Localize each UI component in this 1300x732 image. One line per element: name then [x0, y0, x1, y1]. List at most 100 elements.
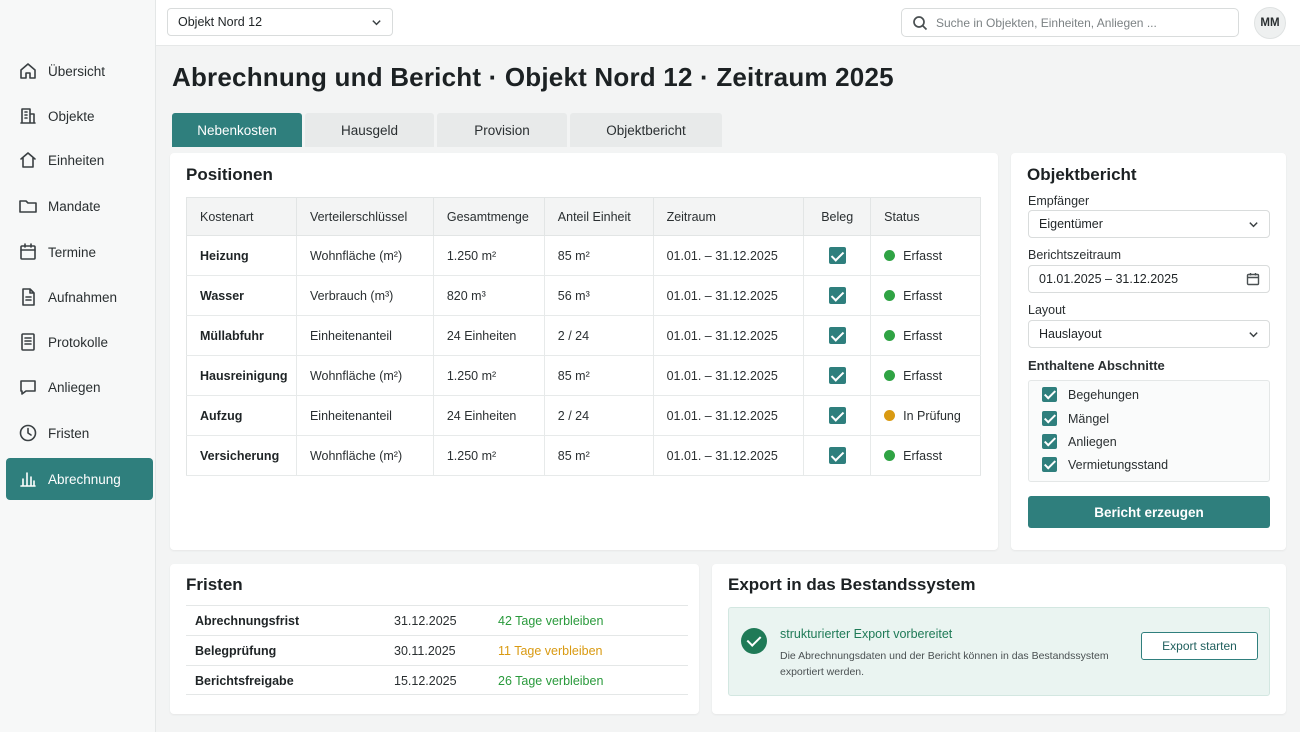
table-row[interactable]: Versicherung Wohnfläche (m²) 1.250 m² 85 m²… — [186, 435, 981, 476]
sidebar-item-label: Übersicht — [48, 63, 106, 79]
checkbox-checked[interactable] — [1042, 411, 1057, 426]
avatar[interactable]: MM — [1254, 7, 1286, 39]
status-dot-icon — [884, 329, 896, 341]
cell-schluessel: Wohnfläche (m²) — [296, 355, 434, 396]
document-icon — [22, 288, 35, 306]
beleg-checkbox[interactable] — [828, 327, 846, 344]
sidebar-item-einheiten[interactable]: Einheiten — [6, 139, 153, 181]
col-header-kostenart[interactable]: Kostenart — [186, 197, 297, 236]
status-dot-icon — [884, 409, 896, 421]
export-status-title: strukturierter Export vorbereitet — [780, 627, 953, 641]
sidebar-item-label: Abrechnung — [48, 471, 121, 487]
table-row[interactable]: Müllabfuhr Einheitenanteil 24 Einheiten 2 /… — [186, 315, 981, 356]
sidebar-item-mandate[interactable]: Mandate — [6, 185, 153, 227]
table-row[interactable]: Heizung Wohnfläche (m²) 1.250 m² 85 m² 01.01… — [186, 235, 981, 276]
beleg-checkbox[interactable] — [828, 247, 846, 264]
cell-anteil: 85 m² — [544, 435, 654, 476]
divider — [186, 694, 688, 695]
calendar-icon[interactable] — [1246, 272, 1260, 286]
sidebar-item-label: Anliegen — [48, 379, 101, 395]
sidebar-item-aufnahmen[interactable]: Aufnahmen — [6, 276, 153, 318]
section-checkbox-maengel[interactable]: Mängel — [1042, 411, 1109, 426]
chat-icon — [20, 380, 36, 395]
cell-anteil: 2 / 24 — [544, 315, 654, 356]
beleg-checkbox[interactable] — [828, 367, 846, 384]
deadline-remaining: 42 Tage verbleiben — [498, 613, 604, 628]
table-header-row: Kostenart Verteilerschlüssel Gesamtmenge… — [186, 197, 981, 236]
bar-chart-icon — [20, 472, 36, 487]
sidebar-item-protokolle[interactable]: Protokolle — [6, 321, 153, 363]
deadline-remaining: 11 Tage verbleiben — [498, 643, 603, 658]
col-header-schluessel[interactable]: Verteilerschlüssel — [296, 197, 434, 236]
deadline-row[interactable]: Abrechnungsfrist 31.12.2025 42 Tage verble… — [186, 605, 688, 635]
sidebar-item-fristen[interactable]: Fristen — [6, 412, 153, 454]
folder-icon — [19, 200, 37, 213]
period-field[interactable]: 01.01.2025 – 31.12.2025 — [1028, 265, 1270, 293]
tab-provision[interactable]: Provision — [437, 113, 567, 147]
beleg-checkbox[interactable] — [828, 407, 846, 424]
checkbox-checked[interactable] — [1042, 457, 1057, 472]
generate-report-button[interactable]: Bericht erzeugen — [1028, 496, 1270, 528]
cell-gesamt: 24 Einheiten — [433, 315, 545, 356]
status-label: In Prüfung — [903, 408, 961, 423]
cell-beleg — [803, 435, 872, 476]
sidebar-item-objekte[interactable]: Objekte — [6, 95, 153, 137]
beleg-checkbox[interactable] — [828, 447, 846, 464]
tab-nebenkosten[interactable]: Nebenkosten — [172, 113, 302, 147]
export-status-box: strukturierter Export vorbereitet Die Ab… — [728, 607, 1270, 696]
layout-select[interactable]: Hauslayout — [1028, 320, 1270, 348]
export-card: Export in das Bestandssystem strukturier… — [712, 564, 1286, 714]
beleg-checkbox[interactable] — [828, 287, 846, 304]
page-title: Abrechnung und Bericht · Objekt Nord 12 … — [172, 62, 894, 92]
deadline-row[interactable]: Belegprüfung 30.11.2025 11 Tage verbleiben — [186, 635, 688, 665]
section-checkbox-vermietungsstand[interactable]: Vermietungsstand — [1042, 457, 1168, 472]
col-header-status[interactable]: Status — [870, 197, 981, 236]
table-row[interactable]: Aufzug Einheitenanteil 24 Einheiten 2 / 24 0… — [186, 395, 981, 436]
checkbox-checked[interactable] — [1042, 387, 1057, 402]
unit-home-icon — [20, 152, 36, 168]
recipient-select[interactable]: Eigentümer — [1028, 210, 1270, 238]
cell-beleg — [803, 235, 872, 276]
table-row[interactable]: Wasser Verbrauch (m³) 820 m³ 56 m³ 01.01. – … — [186, 275, 981, 316]
status-label: Erfasst — [903, 448, 943, 463]
status-label: Erfasst — [903, 328, 943, 343]
deadline-row[interactable]: Berichtsfreigabe 15.12.2025 26 Tage verble… — [186, 665, 688, 695]
section-checkbox-anliegen[interactable]: Anliegen — [1042, 434, 1117, 449]
sidebar-item-label: Protokolle — [48, 334, 109, 350]
sidebar-item-anliegen[interactable]: Anliegen — [6, 366, 153, 408]
cell-beleg — [803, 355, 872, 396]
col-header-gesamt[interactable]: Gesamtmenge — [433, 197, 545, 236]
list-document-icon — [21, 333, 35, 351]
table-row[interactable]: Hausreinigung Wohnfläche (m²) 1.250 m² 85 m… — [186, 355, 981, 396]
object-select-value: Objekt Nord 12 — [178, 15, 263, 29]
col-header-anteil[interactable]: Anteil Einheit — [544, 197, 654, 236]
deadline-name: Berichtsfreigabe — [195, 673, 294, 688]
tab-hausgeld[interactable]: Hausgeld — [305, 113, 434, 147]
cell-gesamt: 24 Einheiten — [433, 395, 545, 436]
report-card: Objektbericht Empfänger Eigentümer Beric… — [1011, 153, 1286, 550]
sidebar-item-uebersicht[interactable]: Übersicht — [6, 50, 153, 92]
deadline-remaining: 26 Tage verbleiben — [498, 673, 604, 688]
search-input[interactable]: Suche in Objekten, Einheiten, Anliegen .… — [901, 8, 1239, 37]
col-header-beleg[interactable]: Beleg — [803, 197, 872, 236]
cell-gesamt: 1.250 m² — [433, 235, 545, 276]
sidebar-item-abrechnung[interactable]: Abrechnung — [6, 458, 153, 500]
export-status-description: Die Abrechnungsdaten und der Bericht kön… — [780, 650, 1109, 678]
cell-zeitraum: 01.01. – 31.12.2025 — [653, 355, 805, 396]
status-label: Erfasst — [903, 248, 943, 263]
status-dot-icon — [884, 449, 896, 461]
col-header-zeitraum[interactable]: Zeitraum — [653, 197, 805, 236]
cell-zeitraum: 01.01. – 31.12.2025 — [653, 275, 805, 316]
object-select[interactable]: Objekt Nord 12 — [167, 8, 393, 36]
tab-objektbericht[interactable]: Objektbericht — [570, 113, 722, 147]
deadlines-title: Fristen — [186, 575, 243, 594]
export-start-button[interactable]: Export starten — [1141, 632, 1258, 660]
sidebar-item-termine[interactable]: Termine — [6, 231, 153, 273]
status-label: Erfasst — [903, 288, 943, 303]
cell-schluessel: Einheitenanteil — [296, 315, 434, 356]
layout-label: Layout — [1028, 303, 1066, 317]
cell-status: Erfasst — [870, 435, 981, 476]
checkbox-checked[interactable] — [1042, 434, 1057, 449]
section-checkbox-begehungen[interactable]: Begehungen — [1042, 387, 1139, 402]
cell-status: Erfasst — [870, 275, 981, 316]
